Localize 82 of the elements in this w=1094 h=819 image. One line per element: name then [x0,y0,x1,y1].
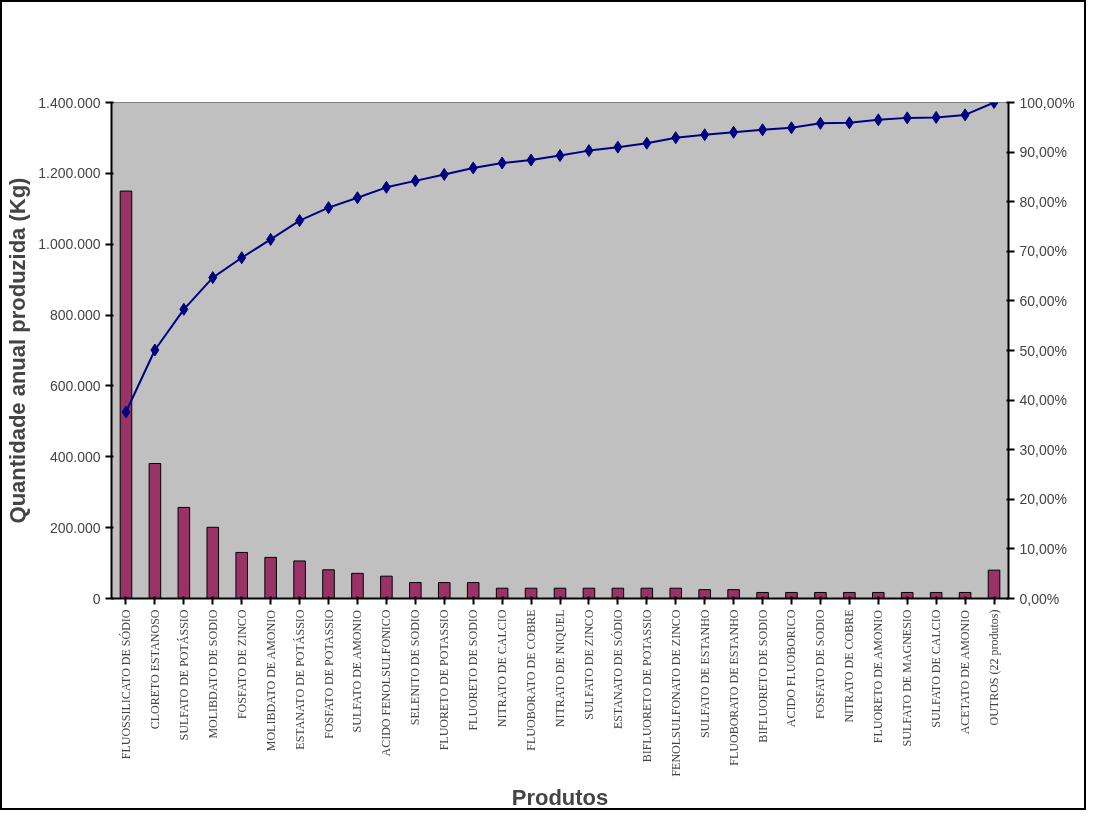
x-tick-label: FLUORETO DE SODIO [466,609,481,731]
x-tick-label: FLUOSSILICATO DE SÓDIO [118,609,133,760]
x-tick-label: SULFATO DE POTÁSSIO [176,609,191,741]
x-tick-label: FLUORETO DE POTASSIO [437,609,452,751]
x-tick-label: NITRATO DE NIQUEL [553,609,567,728]
y-axis-title: Quantidade anual produzida (Kg) [5,177,31,524]
point [439,167,449,181]
point [902,111,912,125]
point [815,116,825,130]
y2-tick-label: 90,00% [1019,144,1067,161]
point [468,161,478,175]
x-tick-label: FENOLSULFONATO DE ZINCO [668,609,683,777]
x-tick-label: OUTROS (22 produtos) [987,609,1002,726]
y2-tick-label: 10,00% [1019,540,1067,557]
point [179,302,189,316]
x-tick-label: ACIDO FLUOBORICO [784,609,799,728]
point [324,201,334,215]
x-tick-label: ACETATO DE AMONIO [958,609,973,735]
x-axis-title: Produtos [511,784,609,810]
x-tick-label: SULFATO DE ZINCO [581,609,596,720]
point [526,153,536,167]
x-tick-label: CLORETO ESTANOSO [147,609,162,730]
point [352,191,362,205]
y2-tick-label: 40,00% [1019,392,1067,409]
y-tick-label: 0 [92,590,101,607]
x-tick-label: ACIDO FENOLSULFONICO [379,609,394,757]
point [700,128,710,142]
point [208,271,218,285]
y2-tick-label: 80,00% [1019,193,1067,210]
x-tick-label: FLUOBORATO DE COBRE [524,609,539,751]
y2-tick-label: 70,00% [1019,243,1067,260]
point [410,174,420,188]
x-tick-label: SULFATO DE CALCIO [929,609,944,728]
x-tick-label: BIFLUORETO DE POTASSIO [639,609,654,763]
point [844,116,854,130]
point [266,232,276,246]
x-tick-label: FLUORETO DE AMONIO [871,609,886,744]
point [758,123,768,137]
point [786,121,796,135]
point [960,108,970,122]
x-tick-label: MOLIBDATO DE AMONIO [263,609,278,752]
y2-tick-label: 100,00% [1019,94,1075,111]
y2-tick-label: 60,00% [1019,292,1067,309]
x-tick-label: SELENITO DE SODIO [408,609,423,726]
x-tick-label: NITRATO DE CALCIO [495,609,510,728]
y2-tick-label: 20,00% [1019,491,1067,508]
point [613,140,623,154]
x-tick-label: BIFLUORETO DE SODIO [755,609,770,743]
point [237,251,247,265]
x-tick-label: NITRATO DE COBRE [842,609,857,723]
point [121,405,131,419]
y-tick-label: 600.000 [49,377,101,394]
x-tick-label: SULFATO DE AMONIO [350,609,365,733]
point [671,131,681,145]
point [642,136,652,150]
y2-tick-label: 50,00% [1019,342,1067,359]
y-tick-label: 1.400.000 [38,94,101,111]
x-tick-label: FOSFATO DE SODIO [813,609,828,720]
x-tick-label: SULFATO DE MAGNESIO [900,609,915,747]
x-tick-label: FOSFATO DE ZINCO [234,609,249,720]
point [555,149,565,163]
point [873,113,883,127]
y-tick-label: 1.000.000 [38,236,101,253]
y-tick-label: 800.000 [49,307,101,324]
x-tick-label: MOLIBDATO DE SODIO [205,609,220,739]
y2-tick-label: 30,00% [1019,441,1067,458]
x-tick-label: SULFATO DE ESTANHO [697,609,712,739]
x-tick-label: FOSFATO DE POTASSIO [321,609,336,739]
point [584,144,594,158]
point [931,110,941,124]
x-tick-label: ESTANATO DE SÓDIO [610,609,625,729]
x-tick-label: FLUOBORATO DE ESTANHO [726,609,741,766]
y-tick-label: 400.000 [49,448,101,465]
y2-tick-label: 0,00% [1019,590,1060,607]
y-tick-label: 1.200.000 [38,165,101,182]
point [150,343,160,357]
point [497,156,507,170]
y-tick-label: 200.000 [49,519,101,536]
x-tick-label: ESTANATO DE POTÁSSIO [292,609,307,750]
point [729,125,739,139]
point [381,180,391,194]
point [295,214,305,228]
